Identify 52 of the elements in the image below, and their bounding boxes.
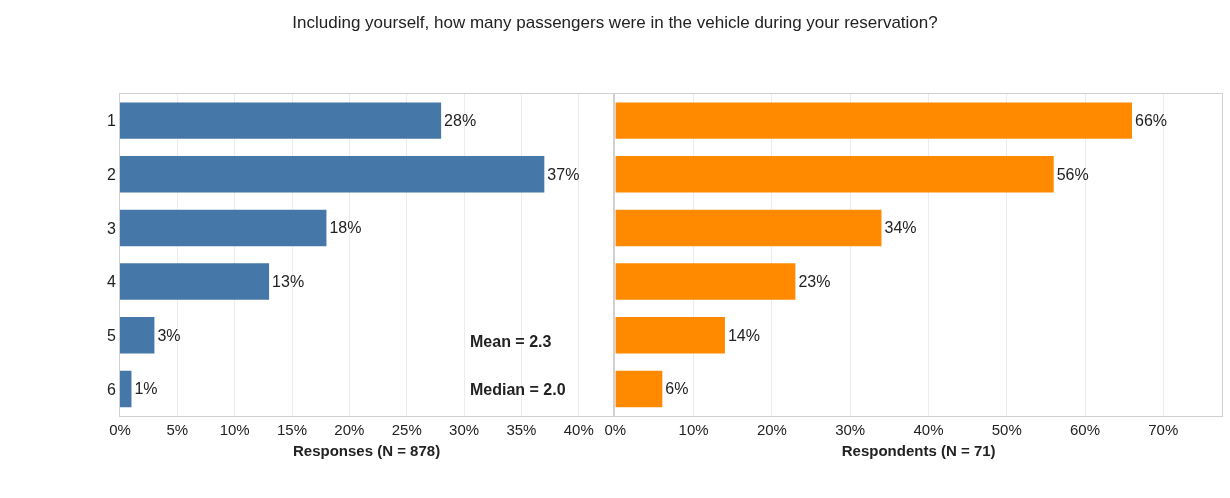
y-tick-label: 5 xyxy=(106,326,116,344)
bar xyxy=(615,209,882,247)
x-tick-label: 50% xyxy=(991,420,1022,438)
y-tick-label: 4 xyxy=(106,273,116,291)
data-label: 28% xyxy=(444,112,477,130)
bar xyxy=(120,317,155,354)
data-label: 23% xyxy=(798,273,831,291)
y-tick-label: 1 xyxy=(106,112,116,130)
x-tick-label: 25% xyxy=(391,420,422,438)
x-tick-label: 40% xyxy=(563,420,594,438)
data-label: 3% xyxy=(157,326,181,344)
x-tick-label: 70% xyxy=(1148,420,1179,438)
annotation: Median = 2.0 xyxy=(470,381,566,398)
bar xyxy=(120,209,327,247)
x-tick-label: 15% xyxy=(277,420,308,438)
data-label: 14% xyxy=(727,326,760,344)
bar xyxy=(615,156,1054,193)
x-axis-title: Respondents (N = 71) xyxy=(841,441,996,459)
x-axis-title: Responses (N = 878) xyxy=(292,441,441,459)
x-tick-label: 30% xyxy=(835,420,866,438)
x-tick-label: 20% xyxy=(756,420,787,438)
bar xyxy=(120,156,545,193)
bar xyxy=(615,370,663,408)
bar xyxy=(120,102,442,139)
data-label: 1% xyxy=(134,380,158,398)
y-tick-label: 6 xyxy=(106,380,116,398)
bar xyxy=(120,370,132,408)
bar xyxy=(120,263,270,300)
x-tick-label: 10% xyxy=(219,420,250,438)
x-tick-label: 40% xyxy=(913,420,944,438)
x-tick-label: 35% xyxy=(506,420,537,438)
data-label: 6% xyxy=(665,380,689,398)
x-tick-label: 20% xyxy=(334,420,365,438)
data-label: 13% xyxy=(272,273,305,291)
bar xyxy=(615,263,796,300)
x-tick-label: 10% xyxy=(678,420,709,438)
annotation: Mean = 2.3 xyxy=(470,333,552,350)
data-label: 37% xyxy=(547,165,580,183)
bar xyxy=(615,317,725,354)
x-tick-label: 60% xyxy=(1070,420,1101,438)
x-tick-label: 0% xyxy=(109,420,131,438)
x-tick-label: 5% xyxy=(166,420,189,438)
data-label: 66% xyxy=(1134,112,1168,130)
data-label: 18% xyxy=(329,219,362,237)
x-tick-label: 0% xyxy=(604,420,627,438)
data-label: 56% xyxy=(1056,165,1089,183)
x-tick-label: 30% xyxy=(449,420,480,438)
y-tick-label: 3 xyxy=(106,219,116,237)
y-tick-label: 2 xyxy=(106,165,116,183)
bar xyxy=(615,102,1132,139)
chart-title: Including yourself, how many passengers were in the vehicle during your reservation? xyxy=(292,13,938,33)
data-label: 34% xyxy=(884,219,917,237)
